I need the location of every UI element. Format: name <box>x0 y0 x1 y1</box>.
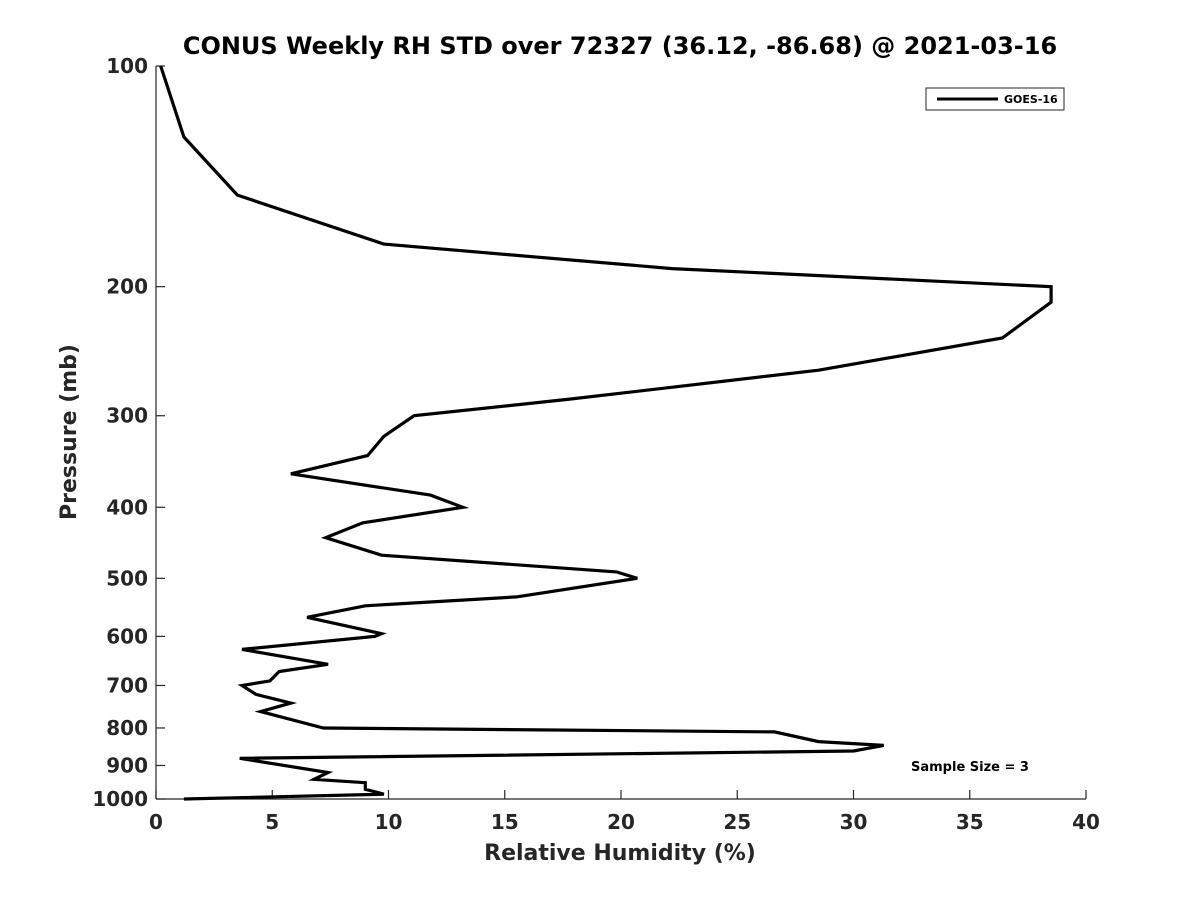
y-tick-label: 500 <box>106 566 148 590</box>
x-axis-label: Relative Humidity (%) <box>484 841 756 866</box>
y-tick-label: 600 <box>106 624 148 648</box>
y-tick-label: 900 <box>106 753 148 777</box>
series-line-goes-16 <box>159 65 1053 801</box>
x-tick-label: 10 <box>375 810 403 834</box>
y-tick-label: 300 <box>106 404 148 428</box>
series-layer <box>159 65 1053 801</box>
y-axis-ticks: 100 200 300 400 500 600 700 800 900 1000 <box>92 54 165 811</box>
sample-size-annotation: Sample Size = 3 <box>911 760 1029 775</box>
y-axis-label: Pressure (mb) <box>57 344 82 520</box>
y-tick-label: 700 <box>106 673 148 697</box>
chart-title: CONUS Weekly RH STD over 72327 (36.12, -… <box>183 32 1057 60</box>
y-tick-label: 100 <box>106 54 148 78</box>
x-tick-label: 0 <box>149 810 163 834</box>
x-tick-label: 25 <box>723 810 751 834</box>
legend-label-goes-16: GOES-16 <box>1004 93 1058 106</box>
legend: GOES-16 <box>925 87 1065 111</box>
y-tick-label: 400 <box>106 495 148 519</box>
x-tick-label: 40 <box>1072 810 1100 834</box>
x-tick-label: 35 <box>956 810 984 834</box>
x-tick-label: 30 <box>840 810 868 834</box>
x-axis-ticks: 0 5 10 15 20 25 30 35 40 <box>149 790 1100 834</box>
y-tick-label: 1000 <box>92 787 148 811</box>
y-tick-label: 200 <box>106 275 148 299</box>
plot-area: 0 5 10 15 20 25 30 35 40 100 200 300 400 500 600 700 80… <box>92 54 1100 834</box>
x-tick-label: 20 <box>607 810 635 834</box>
y-tick-label: 800 <box>106 716 148 740</box>
x-tick-label: 5 <box>265 810 279 834</box>
x-tick-label: 15 <box>491 810 519 834</box>
